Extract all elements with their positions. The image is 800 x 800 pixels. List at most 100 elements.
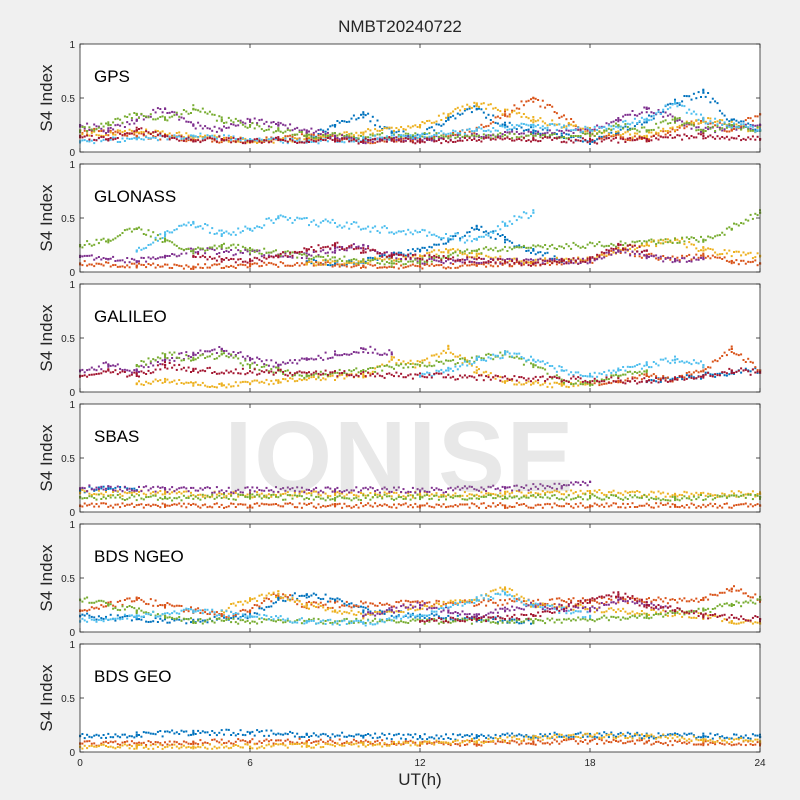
- data-point: [690, 374, 693, 377]
- data-point: [430, 126, 433, 129]
- data-point: [426, 357, 429, 360]
- data-point: [423, 364, 426, 367]
- data-point: [343, 262, 346, 265]
- data-point: [674, 258, 676, 261]
- data-point: [331, 371, 334, 374]
- data-point: [437, 264, 440, 267]
- data-point: [494, 256, 497, 259]
- data-point: [558, 382, 561, 385]
- data-point: [348, 369, 351, 372]
- data-point: [322, 133, 325, 136]
- data-point: [714, 130, 717, 132]
- data-point: [551, 119, 554, 122]
- data-point: [645, 369, 648, 372]
- data-point: [650, 238, 653, 241]
- data-point: [626, 371, 629, 374]
- data-point: [298, 378, 301, 381]
- data-point: [310, 357, 313, 360]
- data-point: [513, 109, 516, 112]
- data-point: [461, 251, 464, 254]
- data-point: [223, 266, 225, 269]
- data-point: [737, 224, 740, 227]
- data-point: [496, 233, 499, 236]
- data-point: [310, 246, 313, 248]
- data-point: [142, 360, 145, 363]
- data-point: [319, 137, 322, 139]
- data-point: [700, 120, 702, 122]
- data-point: [700, 360, 702, 363]
- data-point: [546, 131, 549, 134]
- data-point: [178, 264, 181, 267]
- data-point: [140, 370, 143, 373]
- data-point: [161, 352, 164, 355]
- data-point: [199, 354, 202, 357]
- data-point: [383, 140, 386, 143]
- data-point: [747, 252, 750, 255]
- data-point: [171, 357, 174, 359]
- data-point: [452, 235, 455, 238]
- data-point: [747, 136, 750, 139]
- data-point: [525, 250, 528, 252]
- data-point: [697, 258, 700, 261]
- data-point: [121, 232, 124, 234]
- data-point: [334, 132, 336, 135]
- data-point: [265, 257, 268, 260]
- data-point: [251, 357, 254, 360]
- data-point: [511, 379, 514, 382]
- data-point: [515, 383, 518, 386]
- data-point: [456, 266, 459, 269]
- data-point: [265, 378, 268, 381]
- data-point: [215, 136, 218, 139]
- data-point: [404, 135, 407, 138]
- data-point: [215, 119, 218, 122]
- data-point: [374, 124, 377, 127]
- data-point: [194, 358, 197, 361]
- data-point: [345, 137, 348, 140]
- data-point: [260, 264, 263, 267]
- data-point: [253, 262, 256, 265]
- data-point: [520, 260, 523, 263]
- data-point: [544, 263, 547, 266]
- data-point: [397, 359, 400, 361]
- data-point: [116, 259, 119, 262]
- data-point: [116, 123, 119, 126]
- data-point: [315, 223, 318, 226]
- data-point: [173, 114, 176, 117]
- data-point: [688, 95, 691, 98]
- data-point: [397, 135, 400, 138]
- data-point: [662, 110, 665, 113]
- data-point: [100, 368, 103, 371]
- data-point: [355, 247, 358, 250]
- data-point: [119, 132, 122, 135]
- data-point: [506, 128, 509, 131]
- data-point: [239, 121, 242, 124]
- data-point: [369, 136, 372, 139]
- data-point: [702, 91, 705, 94]
- data-point: [97, 134, 100, 137]
- data-point: [371, 367, 374, 369]
- data-point: [589, 131, 591, 134]
- data-point: [194, 266, 197, 269]
- data-point: [175, 138, 178, 141]
- data-point: [272, 256, 275, 259]
- data-point: [730, 345, 733, 348]
- data-point: [688, 238, 691, 240]
- data-point: [428, 135, 431, 138]
- data-point: [93, 142, 96, 145]
- data-point: [204, 134, 207, 137]
- data-point: [345, 265, 348, 268]
- data-point: [220, 141, 223, 144]
- data-point: [499, 375, 502, 378]
- data-point: [185, 132, 188, 135]
- data-point: [334, 260, 336, 263]
- data-point: [197, 352, 200, 354]
- data-point: [421, 135, 424, 138]
- data-point: [690, 121, 693, 124]
- data-point: [317, 255, 320, 258]
- data-point: [463, 374, 466, 377]
- data-point: [603, 126, 606, 128]
- data-point: [277, 136, 280, 139]
- data-point: [598, 384, 601, 387]
- data-point: [480, 123, 483, 126]
- data-point: [478, 228, 480, 231]
